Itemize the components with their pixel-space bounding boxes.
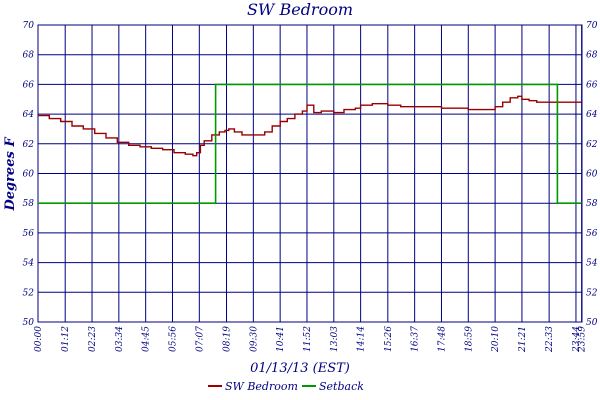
series-line-setback	[38, 83, 582, 204]
y-tick-label-right: 56	[586, 229, 598, 239]
y-tick-label-right: 62	[586, 140, 598, 150]
x-tick-label: 01:12	[61, 326, 71, 352]
y-tick-label-left: 56	[23, 229, 35, 239]
x-tick-label: 11:52	[303, 326, 313, 352]
y-tick-label-right: 52	[586, 288, 598, 298]
y-tick-label-left: 58	[23, 199, 35, 209]
x-tick-label: 09:30	[249, 326, 259, 352]
y-tick-label-right: 50	[586, 318, 598, 328]
x-tick-label: 14:14	[357, 326, 367, 352]
y-tick-label-left: 52	[23, 288, 35, 298]
y-axis-label: Degrees F	[3, 137, 18, 212]
x-tick-label: 13:03	[330, 326, 340, 352]
y-axis-right-ticks: 50 52 54 56 58 60 62 64 66 68 70	[586, 21, 598, 328]
y-tick-label-right: 70	[586, 21, 598, 31]
y-axis-left-ticks: 50 52 54 56 58 60 62 64 66 68 70	[23, 21, 35, 328]
y-tick-label-right: 54	[586, 259, 598, 269]
x-tick-label: 23:44	[572, 326, 582, 353]
x-tick-label: 05:56	[168, 326, 178, 352]
x-tick-label: 00:00	[34, 326, 44, 352]
x-tick-label: 07:07	[195, 326, 205, 352]
x-tick-label: 18:59	[464, 326, 474, 352]
y-tick-label-left: 50	[23, 318, 35, 328]
x-tick-label: 17:48	[437, 326, 447, 352]
x-tick-label: 20:10	[491, 326, 501, 353]
series-group	[38, 83, 582, 204]
x-tick-label: 16:37	[411, 326, 421, 352]
legend-label: SW Bedroom	[225, 380, 298, 393]
x-tick-label: 15:26	[384, 326, 394, 352]
y-tick-label-left: 68	[23, 51, 35, 61]
x-axis-ticks: 00:00 01:12 02:23 03:34 04:45 05:56 07:07 08:19…	[34, 326, 588, 353]
x-tick-label: 02:23	[88, 326, 98, 352]
y-tick-label-right: 66	[586, 80, 598, 90]
x-tick-label: 10:41	[276, 326, 286, 352]
x-tick-label: 08:19	[223, 326, 233, 352]
x-tick-label: 04:45	[142, 326, 152, 352]
x-tick-label: 23:59	[578, 326, 588, 353]
y-tick-label-left: 64	[23, 110, 35, 120]
grid-lines	[37, 24, 583, 323]
y-tick-label-right: 64	[586, 110, 598, 120]
legend: SW Bedroom Setback	[208, 380, 364, 393]
x-tick-label: 03:34	[115, 326, 125, 352]
y-tick-label-left: 60	[23, 170, 35, 180]
y-tick-label-right: 60	[586, 170, 598, 180]
x-tick-label: 21:21	[518, 326, 528, 353]
x-tick-label: 22:33	[545, 326, 555, 353]
y-tick-label-left: 62	[23, 140, 35, 150]
series-line-sw-bedroom	[38, 95, 582, 157]
y-tick-label-left: 70	[23, 21, 35, 31]
chart-title: SW Bedroom	[247, 0, 353, 19]
legend-label: Setback	[319, 380, 364, 393]
y-tick-label-left: 54	[23, 259, 35, 269]
x-axis-label: 01/13/13 (EST)	[250, 361, 350, 376]
y-tick-label-left: 66	[23, 80, 35, 90]
y-tick-label-right: 68	[586, 51, 598, 61]
y-tick-label-right: 58	[586, 199, 598, 209]
